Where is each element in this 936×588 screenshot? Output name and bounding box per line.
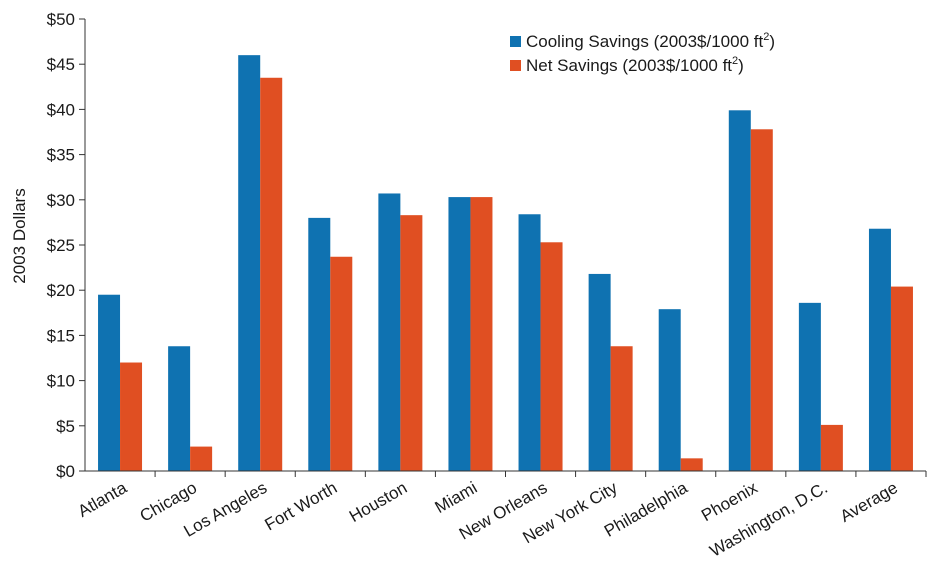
x-tick-label: Atlanta <box>75 478 131 521</box>
bars <box>98 55 913 472</box>
bar-cooling-savings-houston <box>378 193 401 472</box>
bar-net-savings-houston <box>400 215 423 471</box>
bar-net-savings-philadelphia <box>680 458 703 471</box>
x-tick-label: Washington, D.C. <box>707 478 831 561</box>
x-tick-label: Miami <box>432 478 481 517</box>
y-tick-label: $45 <box>47 55 75 74</box>
y-tick-label: $5 <box>56 417 75 436</box>
y-axis: $0 $5 $10 $15 $20 $25 $30 $35 $40 $45 $50 <box>47 10 86 481</box>
bar-net-savings-fort-worth <box>330 256 353 471</box>
bar-cooling-savings-new-york-city <box>588 273 611 471</box>
bar-net-savings-new-york-city <box>610 346 633 471</box>
bar-cooling-savings-washington-d-c <box>798 302 821 471</box>
bar-net-savings-new-orleans <box>540 242 563 471</box>
bar-cooling-savings-philadelphia <box>658 309 681 471</box>
bar-net-savings-washington-d-c <box>820 424 843 471</box>
y-tick-label: $35 <box>47 146 75 165</box>
legend: Cooling Savings (2003$/1000 ft2) Net Savi… <box>510 31 775 75</box>
y-tick-label: $30 <box>47 191 75 210</box>
y-tick-label: $50 <box>47 10 75 29</box>
y-tick-label: $20 <box>47 281 75 300</box>
y-tick-label: $0 <box>56 462 75 481</box>
y-axis-title-group: 2003 Dollars <box>10 188 29 283</box>
bar-net-savings-los-angeles <box>260 77 283 471</box>
x-tick-label: Houston <box>346 478 410 526</box>
bar-cooling-savings-phoenix <box>728 110 751 471</box>
y-tick-label: $40 <box>47 100 75 119</box>
bar-cooling-savings-average <box>868 228 891 471</box>
bar-cooling-savings-fort-worth <box>308 217 331 471</box>
bar-net-savings-phoenix <box>750 129 773 471</box>
legend-swatch <box>510 60 521 71</box>
bar-net-savings-average <box>890 286 913 471</box>
bar-cooling-savings-miami <box>448 197 471 471</box>
legend-entry: Cooling Savings (2003$/1000 ft2) <box>526 31 775 51</box>
y-tick-label: $10 <box>47 372 75 391</box>
x-tick-label: Fort Worth <box>262 478 341 534</box>
bar-cooling-savings-los-angeles <box>238 55 261 471</box>
y-axis-title: 2003 Dollars <box>10 188 29 283</box>
bar-cooling-savings-atlanta <box>98 294 121 471</box>
y-tick-label: $15 <box>47 326 75 345</box>
bar-cooling-savings-new-orleans <box>518 214 541 471</box>
legend-swatch <box>510 36 521 47</box>
legend-entry: Net Savings (2003$/1000 ft2) <box>526 55 744 75</box>
bar-net-savings-atlanta <box>120 362 143 471</box>
x-tick-label: Average <box>837 478 901 526</box>
bar-net-savings-miami <box>470 197 493 471</box>
bar-cooling-savings-chicago <box>168 346 191 471</box>
bar-net-savings-chicago <box>190 446 213 471</box>
y-tick-label: $25 <box>47 236 75 255</box>
